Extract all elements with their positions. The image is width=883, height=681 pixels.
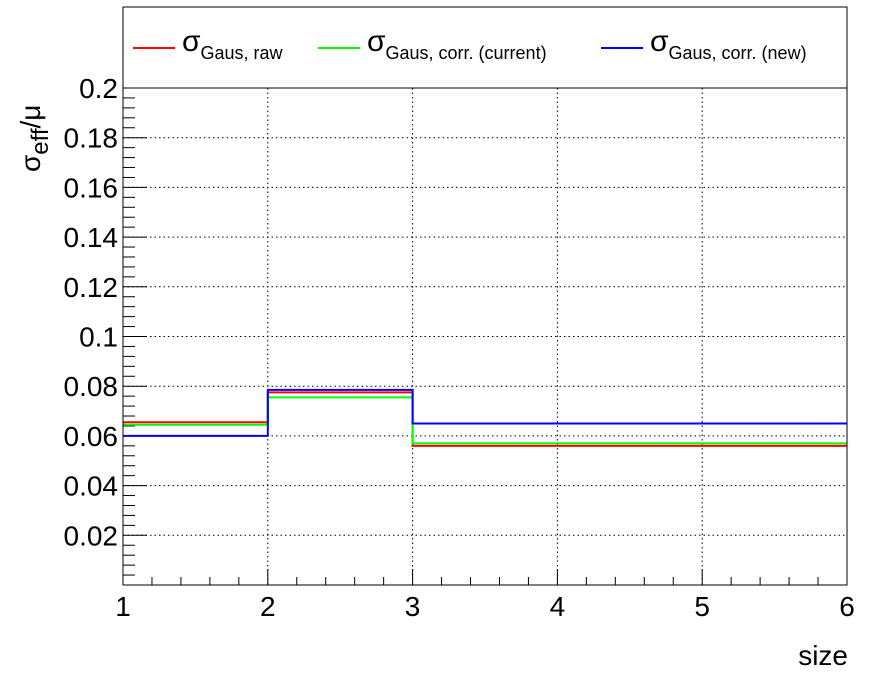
y-tick-label: 0.18 <box>64 123 119 154</box>
y-tick-label: 0.16 <box>64 172 119 203</box>
y-tick-label: 0.06 <box>64 421 119 452</box>
y-tick-label: 0.1 <box>79 322 118 353</box>
x-tick-label: 2 <box>260 591 276 622</box>
y-tick-label: 0.04 <box>64 471 119 502</box>
y-tick-label: 0.12 <box>64 272 119 303</box>
y-tick-label: 0.2 <box>79 73 118 104</box>
legend: σGaus, raw σGaus, corr. (current) σGaus, c… <box>133 25 807 63</box>
series-line-3 <box>123 388 847 437</box>
legend-label-1: σGaus, raw <box>182 25 284 63</box>
x-tick-label: 3 <box>405 591 421 622</box>
y-tick-label: 0.08 <box>64 371 119 402</box>
grid <box>123 88 847 585</box>
x-tick-label: 5 <box>694 591 710 622</box>
y-tick-label: 0.02 <box>64 520 119 551</box>
legend-label-3: σGaus, corr. (new) <box>650 25 807 63</box>
legend-box <box>122 6 848 89</box>
y-tick-label: 0.14 <box>64 222 119 253</box>
plot-frame <box>122 87 848 586</box>
x-tick-label: 6 <box>839 591 855 622</box>
y-tick-labels: 0.02 0.04 0.06 0.08 0.1 0.12 0.14 0.16 0.18 0.2 <box>64 73 119 551</box>
series-line-2 <box>123 396 847 445</box>
x-axis-label: size <box>798 640 848 671</box>
series-group <box>123 388 847 447</box>
legend-label-2: σGaus, corr. (current) <box>367 25 547 63</box>
series-line-1 <box>123 391 847 447</box>
x-tick-label: 4 <box>550 591 566 622</box>
x-tick-labels: 1 2 3 4 5 6 <box>115 591 855 622</box>
x-tick-label: 1 <box>115 591 131 622</box>
y-axis-label: σeff/μ <box>15 105 54 172</box>
